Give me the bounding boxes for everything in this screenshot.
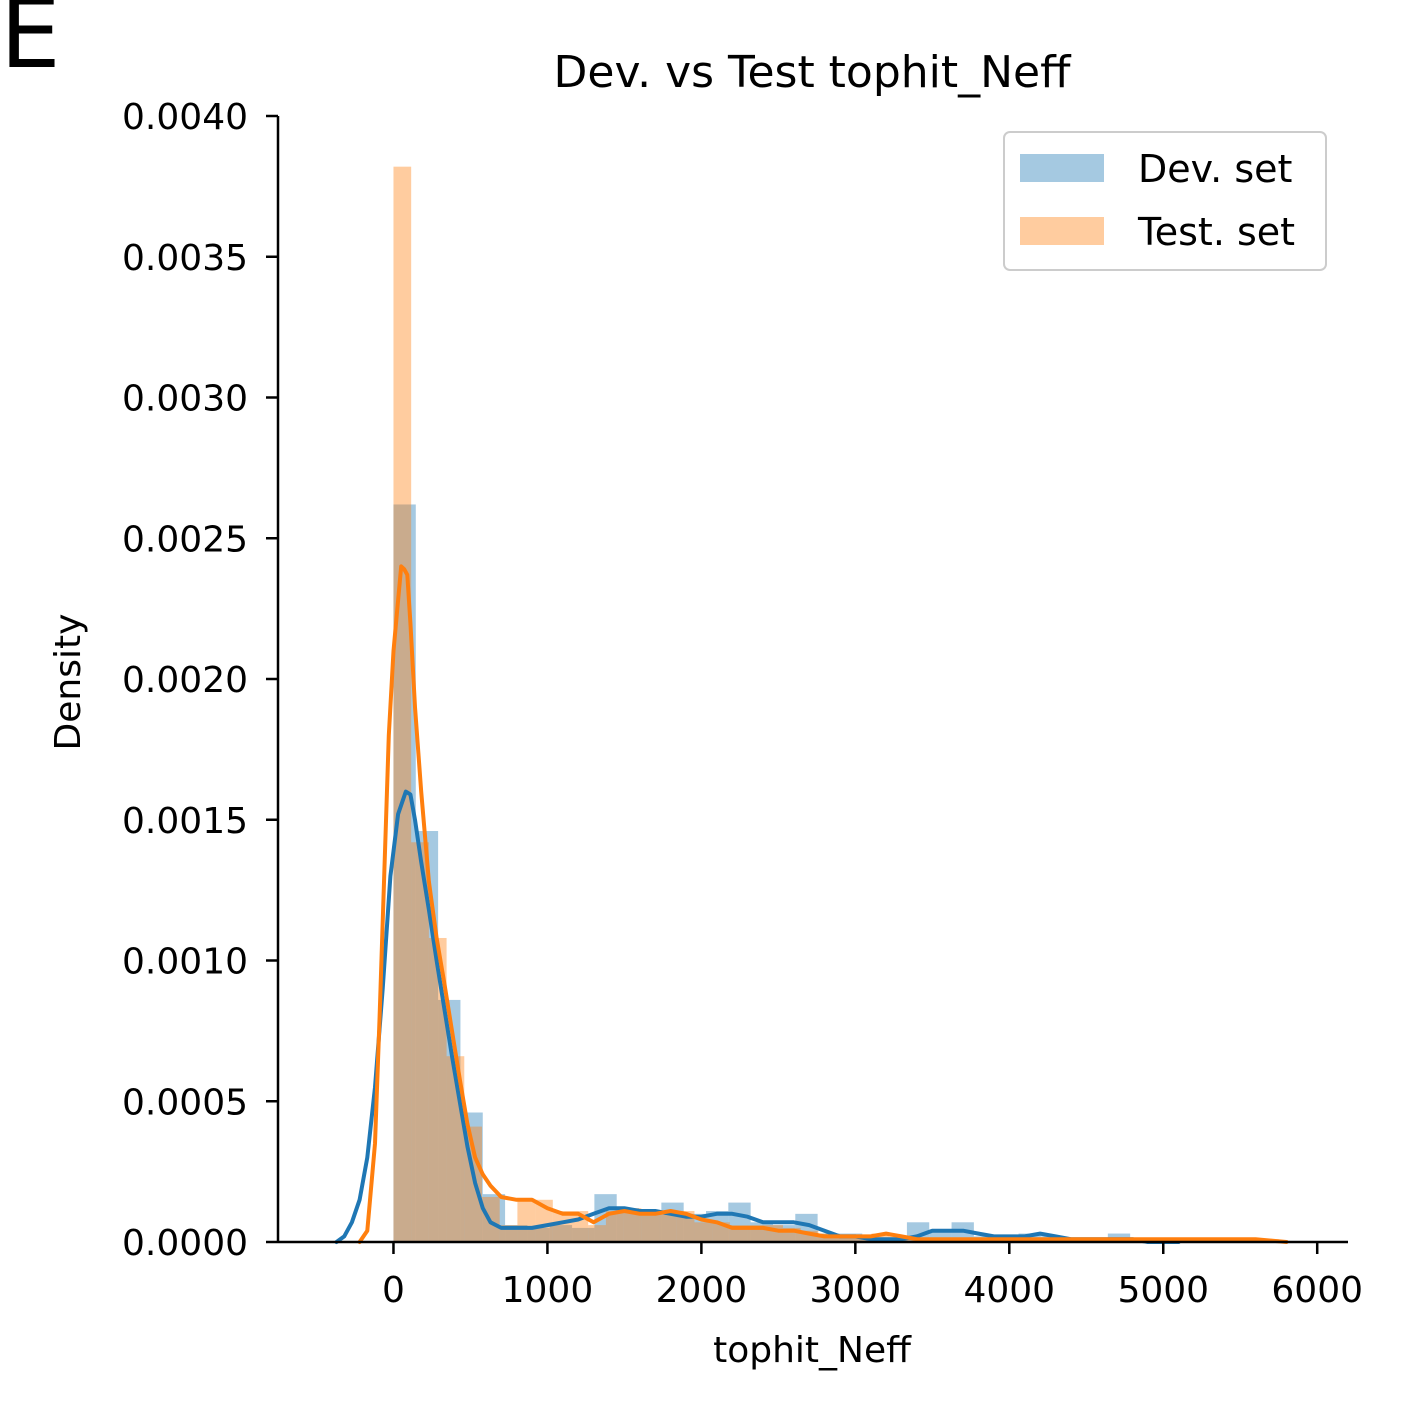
y-tick-label: 0.0020 xyxy=(122,660,248,701)
histogram-bar-dev xyxy=(706,1211,729,1242)
y-tick-label: 0.0005 xyxy=(122,1082,248,1123)
y-tick-label: 0.0015 xyxy=(122,801,248,842)
histogram-bar-test xyxy=(836,1236,854,1242)
x-tick-label: 3000 xyxy=(810,1270,902,1311)
legend-frame xyxy=(1003,131,1327,271)
y-tick-label: 0.0040 xyxy=(122,97,248,138)
y-tick-label: 0.0035 xyxy=(122,238,248,279)
chart-title: Dev. vs Test tophit_Neff xyxy=(554,47,1073,98)
histogram-bar-test xyxy=(659,1211,677,1242)
x-tick-label: 1000 xyxy=(502,1270,594,1311)
legend-label-test: Test. set xyxy=(1137,210,1295,254)
bars-layer xyxy=(393,166,1279,1243)
legend-label-dev: Dev. set xyxy=(1138,147,1292,191)
y-tick-label: 0.0030 xyxy=(122,379,248,420)
histogram-bar-dev xyxy=(929,1230,952,1242)
x-tick-label: 4000 xyxy=(963,1270,1055,1311)
legend-swatch-dev xyxy=(1020,154,1104,182)
kde-line-test xyxy=(357,564,1289,1244)
histogram-bar-test xyxy=(428,937,447,1242)
histogram-bar-dev xyxy=(572,1227,595,1242)
histogram-bar-dev xyxy=(639,1211,662,1242)
histogram-bar-test xyxy=(393,166,412,1242)
panel-letter: E xyxy=(0,0,61,90)
histogram-bar-dev xyxy=(549,1225,573,1242)
x-tick-label: 6000 xyxy=(1271,1270,1363,1311)
histogram-bar-test xyxy=(676,1211,695,1242)
histogram-bar-test xyxy=(800,1230,819,1242)
histogram-bar-test xyxy=(411,842,429,1242)
histogram-bar-test xyxy=(605,1211,624,1242)
x-axis-title: tophit_Neff xyxy=(713,1330,912,1371)
legend-swatch-test xyxy=(1020,217,1104,245)
x-tick-label: 0 xyxy=(382,1270,405,1311)
kde-layer xyxy=(334,564,1289,1244)
histogram-bar-test xyxy=(552,1211,571,1242)
histogram-bar-test xyxy=(694,1222,713,1242)
histogram-bar-dev xyxy=(616,1208,640,1242)
y-tick-label: 0.0010 xyxy=(122,942,248,983)
histogram-bar-test xyxy=(623,1208,642,1242)
histogram-bar-test xyxy=(517,1199,536,1242)
histogram-bar-test xyxy=(588,1225,606,1242)
histogram-bar-test xyxy=(641,1211,660,1242)
y-tick-label: 0.0000 xyxy=(122,1223,248,1264)
histogram-bar-dev xyxy=(393,504,416,1243)
y-axis-title: Density xyxy=(48,614,89,751)
x-tick-label: 5000 xyxy=(1117,1270,1209,1311)
legend: Dev. set Test. set xyxy=(1003,131,1327,271)
kde-line-dev xyxy=(334,789,1181,1244)
histogram-bar-dev xyxy=(594,1194,617,1242)
axes-layer: 0 1000 2000 3000 4000 5000 6000 0.0000 0.0005 0.0… xyxy=(122,97,1363,1311)
histogram-bar-dev xyxy=(482,1194,506,1242)
y-tick-label: 0.0025 xyxy=(122,519,248,560)
x-tick-label: 2000 xyxy=(656,1270,748,1311)
histogram-bar-dev xyxy=(527,1227,550,1242)
